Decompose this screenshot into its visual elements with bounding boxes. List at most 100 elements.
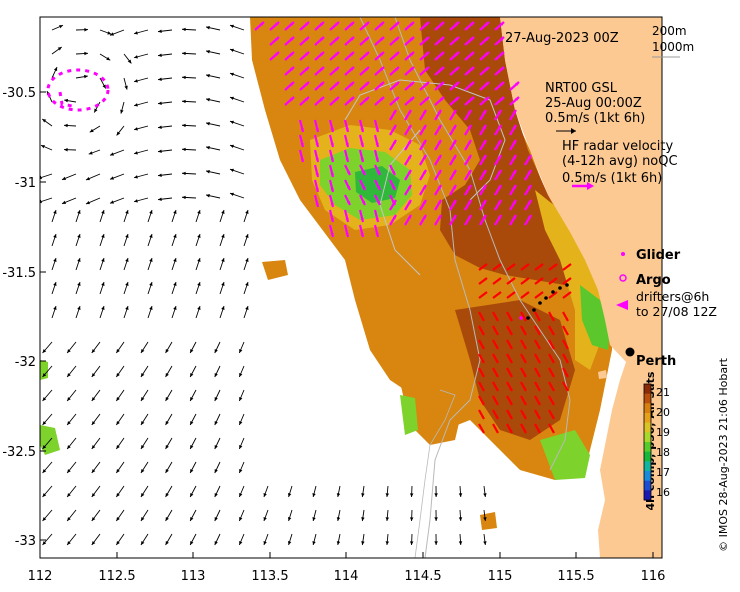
model-vector [123, 53, 132, 64]
model-vector [66, 485, 77, 498]
hf-vector [520, 353, 527, 364]
model-vector [243, 257, 249, 271]
gsl-vector [464, 21, 475, 31]
gsl-vector [434, 169, 442, 181]
model-vector [75, 557, 76, 558]
drifter-legend-line1: drifters@6h [636, 289, 709, 304]
model-vector [181, 147, 197, 152]
gsl-vector [419, 124, 427, 136]
gsl-vector [404, 66, 415, 76]
gsl-vector [374, 194, 381, 206]
model-vector [51, 209, 57, 223]
gsl-vector [254, 21, 265, 31]
gsl-vector [464, 184, 472, 196]
gsl-vector [343, 149, 350, 163]
gsl-vector [434, 124, 442, 136]
model-vector [99, 29, 112, 35]
hf-vector [492, 339, 499, 350]
gsl-vector [509, 96, 520, 106]
model-vector [205, 50, 221, 55]
gsl-vector [389, 179, 396, 191]
hf-vector [506, 395, 513, 406]
model-vector [287, 509, 293, 522]
hf-vector [562, 311, 569, 322]
model-vector [147, 257, 153, 271]
gsl-vector [389, 139, 397, 151]
model-vector [140, 341, 149, 354]
gsl-vector [328, 119, 335, 133]
model-vector [189, 533, 197, 546]
gsl-vector [464, 169, 472, 181]
gsl-vector [404, 169, 412, 181]
gsl-vector [374, 81, 385, 91]
model-vector [238, 437, 245, 450]
model-vector [116, 125, 125, 136]
gsl-vector [344, 194, 351, 206]
model-vector [99, 557, 100, 558]
isobath-1000m [359, 17, 481, 558]
gsl-vector [299, 21, 310, 31]
model-vector [85, 173, 101, 181]
hf-vector [506, 291, 516, 299]
gsl-vector [328, 134, 335, 148]
gsl-vector [299, 51, 310, 61]
gsl-vector [359, 179, 366, 191]
model-vector [99, 257, 105, 271]
y-tick-label: -31 [15, 176, 36, 191]
hf-vector [492, 353, 499, 364]
gsl-vector [434, 21, 445, 31]
model-vector [229, 96, 245, 103]
model-vector [165, 413, 173, 426]
model-vector [171, 305, 177, 319]
model-vector [51, 281, 57, 295]
hf-vector [548, 423, 555, 434]
hf-vector [506, 367, 513, 378]
gsl-vector [509, 139, 517, 151]
gsl-label-line3: 0.5m/s (1kt 6h) [545, 111, 645, 126]
model-vector [263, 485, 269, 498]
gsl-vector [374, 164, 381, 176]
gsl-vector [479, 96, 490, 106]
gsl-vector [328, 179, 335, 193]
model-vector [436, 557, 437, 558]
model-vector [115, 365, 125, 378]
model-vector [51, 233, 57, 247]
gsl-vector [419, 214, 427, 226]
gsl-vector [509, 81, 520, 91]
colorbar-tick-label: 17 [656, 466, 670, 479]
gsl-vector [269, 36, 280, 46]
model-vector [434, 485, 438, 498]
model-vector [458, 509, 463, 522]
gsl-vector [313, 134, 320, 148]
model-vector [115, 413, 125, 426]
model-vector [66, 437, 77, 450]
model-vector [229, 144, 245, 151]
model-vector [205, 26, 221, 31]
model-vector [91, 533, 101, 546]
model-vector [40, 144, 53, 151]
model-vector [484, 557, 485, 558]
model-vector [238, 341, 245, 354]
gsl-vector [344, 36, 355, 46]
model-vector [42, 437, 53, 450]
model-vector [91, 485, 101, 498]
model-vector [157, 77, 173, 81]
gsl-vector [328, 194, 335, 208]
model-vector [238, 413, 245, 426]
hf-vector [492, 381, 499, 392]
gsl-vector [434, 36, 445, 46]
model-vector [165, 533, 173, 546]
gsl-vector [374, 96, 385, 106]
hf-vector [534, 339, 541, 350]
hf-vector [506, 423, 513, 434]
model-vector [214, 389, 221, 402]
colorbar-swatch [644, 490, 651, 501]
model-vector [165, 485, 173, 498]
model-vector [315, 557, 316, 558]
hf-vector [506, 263, 516, 271]
model-vector [189, 365, 197, 378]
hf-vector [520, 311, 527, 322]
hf-vector [562, 263, 572, 271]
model-vector [195, 233, 201, 247]
gsl-vector [464, 139, 472, 151]
